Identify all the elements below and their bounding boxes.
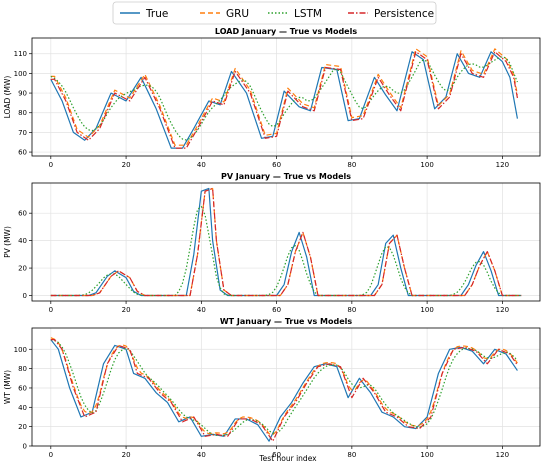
y-tick-label: 90 xyxy=(18,90,27,98)
y-tick-label: 0 xyxy=(23,292,27,300)
series-line-lstm xyxy=(50,206,522,297)
series-line-lstm xyxy=(50,339,518,436)
y-tick-label: 110 xyxy=(14,50,27,58)
y-tick-label: 40 xyxy=(18,404,27,412)
series-line-persistence xyxy=(50,187,522,297)
panel-title: LOAD January — True vs Models xyxy=(215,27,357,36)
x-tick-label: 40 xyxy=(197,306,206,314)
y-tick-label: 60 xyxy=(18,149,27,157)
legend-label: LSTM xyxy=(294,8,322,20)
x-tick-label: 40 xyxy=(197,161,206,169)
x-tick-label: 20 xyxy=(122,451,131,459)
legend-label: Persistence xyxy=(374,8,434,20)
legend-label: True xyxy=(145,8,168,20)
y-tick-label: 80 xyxy=(18,365,27,373)
legend-item-true: True xyxy=(120,8,168,20)
series-line-true xyxy=(50,187,522,297)
plot-frame xyxy=(31,37,541,157)
x-tick-label: 100 xyxy=(420,161,433,169)
x-tick-label: 80 xyxy=(347,451,356,459)
y-tick-label: 20 xyxy=(18,423,27,431)
series-line-persistence xyxy=(50,339,518,442)
x-tick-label: 100 xyxy=(420,451,433,459)
x-tick-label: 40 xyxy=(197,451,206,459)
series-line-gru xyxy=(50,187,522,297)
x-tick-label: 0 xyxy=(49,306,53,314)
x-tick-label: 0 xyxy=(49,451,53,459)
y-tick-label: 80 xyxy=(18,109,27,117)
panel-pv: PV January — True vs Models PV (MW) 0 20 40 6… xyxy=(3,172,541,314)
y-axis-label: LOAD (MW) xyxy=(3,76,12,119)
x-tick-label: 0 xyxy=(49,161,53,169)
y-tick-label: 40 xyxy=(18,237,27,245)
x-tick-label: 100 xyxy=(420,306,433,314)
legend: True GRU LSTM Persistence xyxy=(112,1,437,25)
series-line-gru xyxy=(50,48,519,146)
x-tick-label: 80 xyxy=(347,161,356,169)
x-tick-label: 20 xyxy=(122,306,131,314)
panel-wt: WT January — True vs Models WT (MW) 0 20 40 6… xyxy=(3,317,541,459)
x-tick-label: 60 xyxy=(272,161,281,169)
legend-item-lstm: LSTM xyxy=(268,8,322,20)
x-axis-label: Test hour index xyxy=(258,454,317,463)
y-tick-label: 60 xyxy=(18,210,27,218)
x-tick-label: 120 xyxy=(496,451,509,459)
series-line-persistence xyxy=(50,51,519,149)
x-tick-label: 20 xyxy=(122,161,131,169)
series-line-true xyxy=(50,339,518,442)
panel-title: PV January — True vs Models xyxy=(221,172,351,181)
y-tick-label: 70 xyxy=(18,129,27,137)
y-tick-label: 100 xyxy=(14,70,27,78)
plot-frame xyxy=(31,182,541,302)
y-tick-label: 0 xyxy=(23,443,27,451)
x-tick-label: 120 xyxy=(496,306,509,314)
x-tick-label: 120 xyxy=(496,161,509,169)
y-tick-label: 100 xyxy=(14,346,27,354)
x-tick-label: 60 xyxy=(272,306,281,314)
panel-title: WT January — True vs Models xyxy=(220,317,353,326)
y-axis-label: PV (MW) xyxy=(3,226,12,258)
y-tick-label: 60 xyxy=(18,384,27,392)
plot-frame xyxy=(31,327,541,447)
legend-item-persistence: Persistence xyxy=(348,8,434,20)
y-tick-label: 20 xyxy=(18,265,27,273)
panel-load: LOAD January — True vs Models LOAD (MW) 0 2… xyxy=(3,27,541,169)
legend-label: GRU xyxy=(226,8,249,20)
x-tick-label: 60 xyxy=(272,451,281,459)
legend-item-gru: GRU xyxy=(200,8,249,20)
x-tick-label: 80 xyxy=(347,306,356,314)
series-line-gru xyxy=(50,337,518,436)
y-axis-label: WT (MW) xyxy=(3,370,12,404)
legend-frame xyxy=(112,1,437,25)
